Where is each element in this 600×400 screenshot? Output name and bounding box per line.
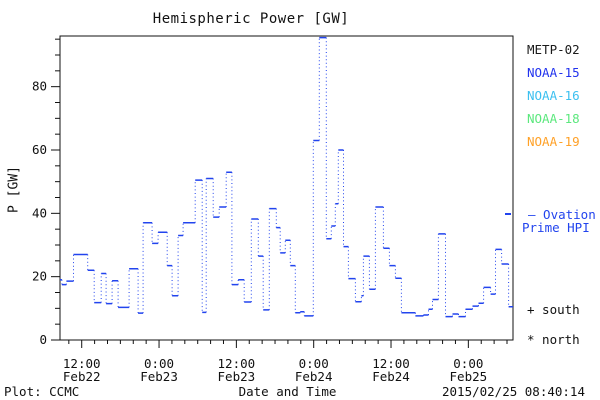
plot-frame <box>59 35 514 341</box>
south-marker-legend: + south <box>527 302 580 317</box>
x-tick-date-label: Feb23 <box>140 369 178 384</box>
y-tick-label: 40 <box>32 205 47 220</box>
x-tick-date-label: Feb23 <box>218 369 256 384</box>
ovation-legend-line1: — Ovation <box>528 207 596 222</box>
x-tick-date-label: Feb24 <box>372 369 410 384</box>
legend-item-metp02: METP-02 <box>527 42 580 57</box>
plot-source-label: Plot: CCMC <box>4 384 80 399</box>
ovation-legend-line2: Prime HPI <box>522 220 590 235</box>
y-tick-label: 60 <box>32 142 47 157</box>
north-marker-legend: * north <box>527 332 580 347</box>
hpi-step-connectors <box>61 37 510 317</box>
legend-item-noaa15: NOAA-15 <box>527 65 580 80</box>
x-axis-label: Date and Time <box>238 384 337 399</box>
x-tick-time-label: 0:00 <box>299 356 329 371</box>
x-tick-date-label: Feb22 <box>63 369 101 384</box>
legend-item-noaa19: NOAA-19 <box>527 134 580 149</box>
ovation-line-sample-icon <box>505 213 511 215</box>
legend-item-noaa16: NOAA-16 <box>527 88 580 103</box>
x-tick-date-label: Feb24 <box>295 369 333 384</box>
x-tick-time-label: 0:00 <box>144 356 174 371</box>
x-tick-time-label: 12:00 <box>372 356 410 371</box>
x-tick-date-label: Feb25 <box>450 369 488 384</box>
y-axis-label: P [GW] <box>6 166 22 213</box>
plot-timestamp: 2015/02/25 08:40:14 <box>442 384 585 399</box>
y-tick-label: 0 <box>39 332 47 347</box>
legend-item-noaa18: NOAA-18 <box>527 111 580 126</box>
y-tick-label: 80 <box>32 79 47 94</box>
chart-title: Hemispheric Power [GW] <box>152 11 350 27</box>
x-tick-time-label: 0:00 <box>453 356 483 371</box>
hpi-step-line <box>60 36 513 318</box>
y-tick-label: 20 <box>32 269 47 284</box>
x-tick-time-label: 12:00 <box>63 356 101 371</box>
x-tick-time-label: 12:00 <box>218 356 256 371</box>
